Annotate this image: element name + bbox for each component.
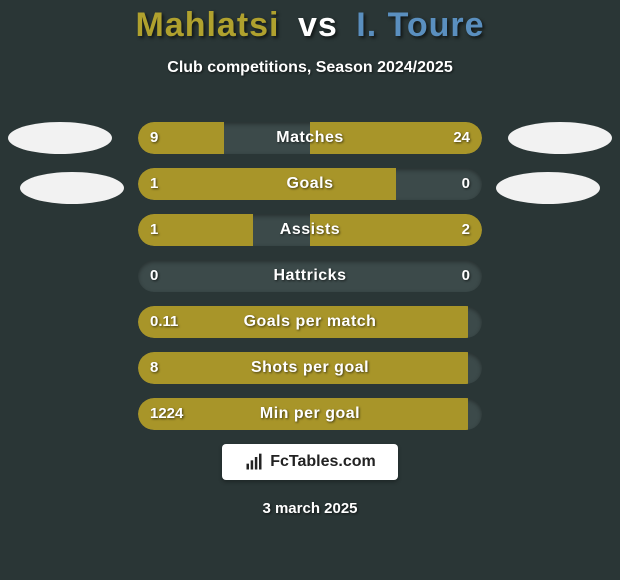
stat-label: Goals	[138, 168, 482, 200]
comparison-card: Mahlatsi vs I. Toure Club competitions, …	[0, 0, 620, 580]
stat-value-right: 0	[462, 260, 470, 292]
footer-date: 3 march 2025	[0, 500, 620, 517]
stat-value-left: 0	[150, 260, 158, 292]
stat-label: Min per goal	[138, 398, 482, 430]
stat-value-left: 1	[150, 168, 158, 200]
stat-label: Matches	[138, 122, 482, 154]
stat-row: Hattricks0 0	[138, 260, 482, 292]
player1-badge-top	[8, 122, 112, 154]
title: Mahlatsi vs I. Toure	[0, 0, 620, 45]
stats-container: Matches924Goals10Assists12Hattricks00Goa…	[138, 122, 482, 444]
stat-value-right: 2	[462, 214, 470, 246]
stat-value-left: 0.11	[150, 306, 178, 338]
stat-row: Shots per goal8	[138, 352, 482, 384]
stat-row: Assists1 2	[138, 214, 482, 246]
chart-icon	[244, 452, 264, 472]
title-player1: Mahlatsi	[135, 6, 279, 44]
player1-badge-bottom	[20, 172, 124, 204]
stat-value-left: 8	[150, 352, 158, 384]
site-badge[interactable]: FcTables.com	[222, 444, 398, 480]
stat-value-right: 24	[453, 122, 470, 154]
stat-label: Goals per match	[138, 306, 482, 338]
stat-value-left: 1224	[150, 398, 183, 430]
stat-row: Min per goal1224	[138, 398, 482, 430]
title-vs: vs	[298, 6, 338, 44]
stat-value-left: 1	[150, 214, 158, 246]
stat-value-left: 9	[150, 122, 158, 154]
title-player2: I. Toure	[356, 6, 484, 44]
player2-badge-bottom	[496, 172, 600, 204]
stat-label: Hattricks	[138, 260, 482, 292]
stat-label: Assists	[138, 214, 482, 246]
stat-value-right: 0	[462, 168, 470, 200]
stat-row: Goals1 0	[138, 168, 482, 200]
stat-label: Shots per goal	[138, 352, 482, 384]
player2-badge-top	[508, 122, 612, 154]
stat-row: Matches9 24	[138, 122, 482, 154]
site-badge-text: FcTables.com	[270, 453, 376, 471]
subtitle: Club competitions, Season 2024/2025	[0, 59, 620, 77]
stat-row: Goals per match0.11	[138, 306, 482, 338]
